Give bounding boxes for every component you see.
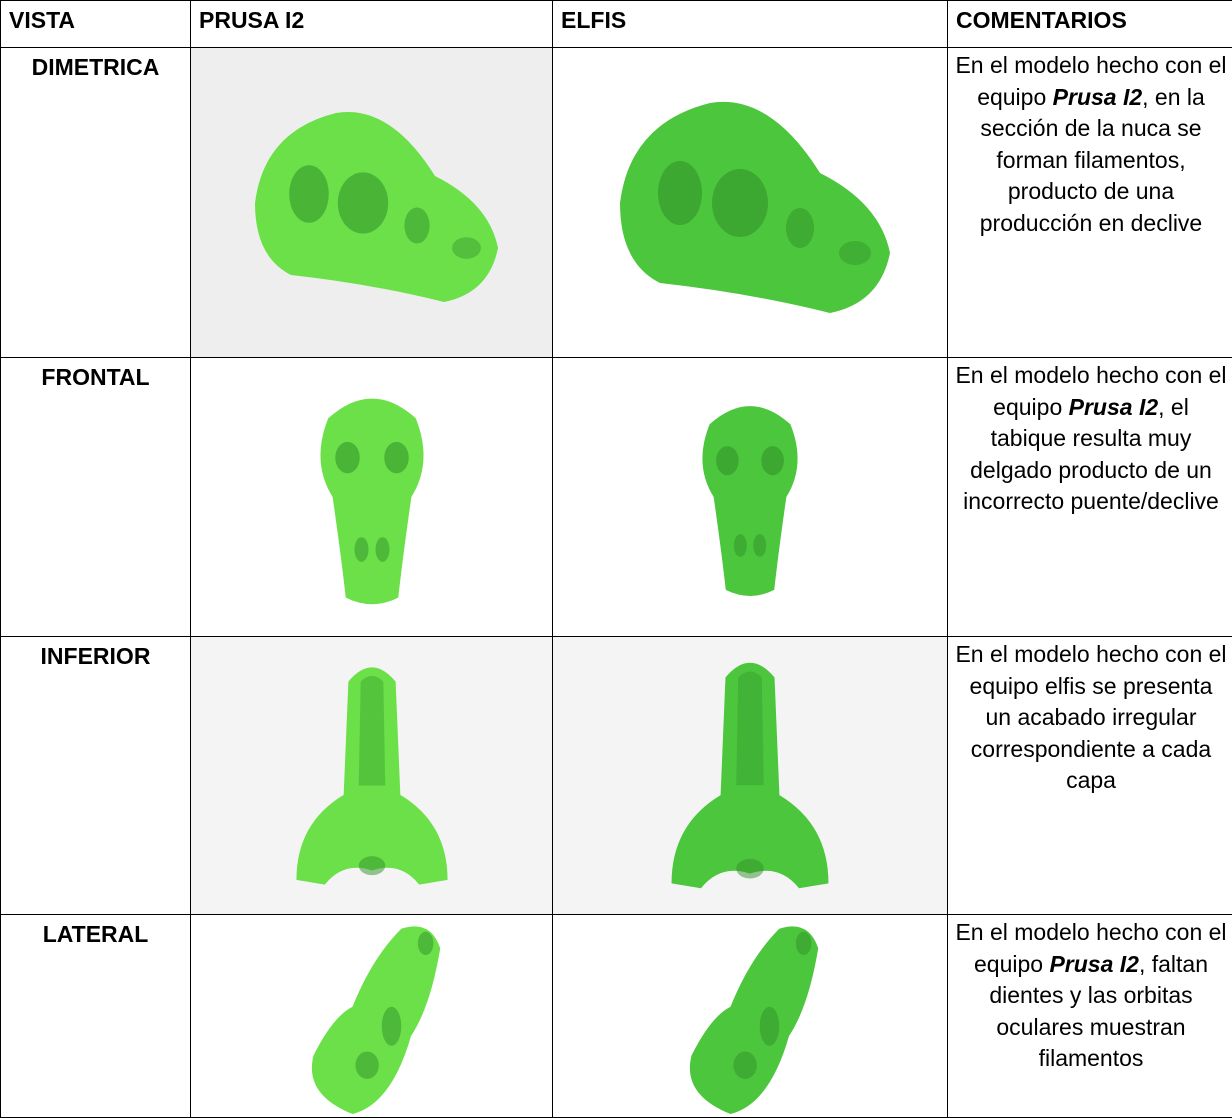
comment-text: En el modelo hecho con el equipo elfis s… <box>955 641 1227 793</box>
view-cell: INFERIOR <box>0 636 191 915</box>
view-cell: LATERAL <box>0 914 191 1118</box>
comment-text: , en la sección de la nuca se forman fil… <box>979 83 1205 236</box>
comment-cell: En el modelo hecho con el equipo elfis s… <box>947 636 1232 915</box>
comment-text: En el modelo hecho con el equipo <box>955 52 1227 110</box>
row: INFERIOR En el modelo hecho con el equip… <box>0 636 1232 915</box>
comment-cell: En el modelo hecho con el equipo Prusa I… <box>947 914 1232 1118</box>
comment-emphasis: Prusa I2 <box>1068 393 1159 420</box>
header-cell: COMENTARIOS <box>947 0 1232 48</box>
comment-cell: En el modelo hecho con el equipo Prusa I… <box>947 357 1232 637</box>
view-cell: FRONTAL <box>0 357 191 637</box>
comment-cell: En el modelo hecho con el equipo Prusa I… <box>947 47 1232 358</box>
header-cell: ELFIS <box>552 0 948 48</box>
skull-photo <box>287 651 457 901</box>
view-cell: DIMETRICA <box>0 47 191 358</box>
photo-cell <box>190 636 553 915</box>
comment-text: , el tabique resulta muy delgado product… <box>963 393 1219 515</box>
skull-photo <box>292 919 452 1114</box>
skull-photo <box>685 392 815 602</box>
comment-text: En el modelo hecho con el equipo <box>955 362 1227 420</box>
header-cell: PRUSA I2 <box>190 0 553 48</box>
row: FRONTAL En el modelo hecho con el equipo… <box>0 357 1232 637</box>
skull-photo <box>660 648 840 903</box>
header-row: VISTA PRUSA I2 ELFIS COMENTARIOS <box>0 0 1232 48</box>
skull-photo <box>600 83 900 323</box>
header-cell: VISTA <box>0 0 191 48</box>
photo-cell <box>190 357 553 637</box>
comment-emphasis: Prusa I2 <box>1049 950 1139 977</box>
skull-photo <box>670 919 830 1114</box>
photo-cell <box>190 47 553 358</box>
comment-emphasis: Prusa I2 <box>1052 83 1143 110</box>
comment-text: , faltan dientes y las orbitas oculares … <box>989 950 1208 1072</box>
skull-photo <box>302 382 442 612</box>
photo-cell <box>552 914 948 1118</box>
photo-cell <box>552 47 948 358</box>
photo-cell <box>552 357 948 637</box>
row: LATERAL En el modelo hecho con el equipo… <box>0 914 1232 1118</box>
photo-cell <box>552 636 948 915</box>
row: DIMETRICA En el modelo hecho con el equi… <box>0 47 1232 358</box>
photo-cell <box>190 914 553 1118</box>
comment-text: En el modelo hecho con el equipo <box>955 919 1227 977</box>
skull-photo <box>237 93 507 313</box>
